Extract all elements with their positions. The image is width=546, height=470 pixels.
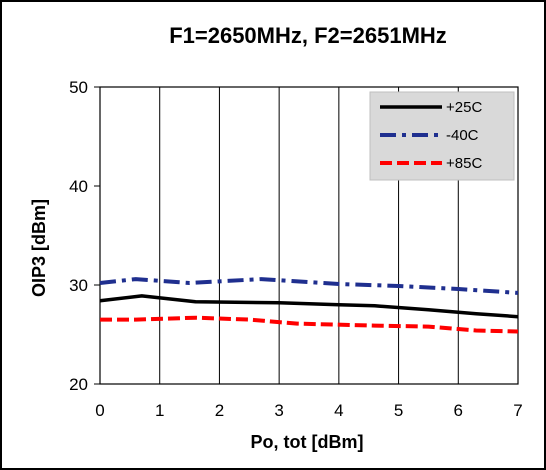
x-tick-label: 6 <box>454 401 463 420</box>
y-tick-label: 20 <box>69 375 88 394</box>
legend-label: +85C <box>446 155 482 172</box>
y-tick-label: 30 <box>69 276 88 295</box>
series-group <box>99 277 519 334</box>
tick-labels: 20 30 40 50 0 1 2 3 4 5 6 7 <box>69 78 523 420</box>
y-axis-label: OIP3 [dBm] <box>29 199 49 297</box>
x-tick-label: 1 <box>155 401 164 420</box>
x-tick-label: 7 <box>513 401 522 420</box>
x-tick-label: 2 <box>215 401 224 420</box>
y-tick-label: 50 <box>69 78 88 97</box>
x-tick-label: 4 <box>334 401 343 420</box>
chart-title: F1=2650MHz, F2=2651MHz <box>169 23 447 48</box>
series-line-2 <box>99 277 519 295</box>
legend-label: +25C <box>446 99 482 116</box>
series-line-3 <box>100 315 519 334</box>
x-axis-label: Po, tot [dBm] <box>251 432 364 452</box>
legend-label: -40C <box>446 127 479 144</box>
series-line-1 <box>99 294 519 319</box>
x-tick-label: 0 <box>95 401 104 420</box>
y-tick-label: 40 <box>69 177 88 196</box>
legend: +25C -40C +85C <box>369 91 515 181</box>
x-tick-label: 3 <box>274 401 283 420</box>
x-tick-label: 5 <box>394 401 403 420</box>
